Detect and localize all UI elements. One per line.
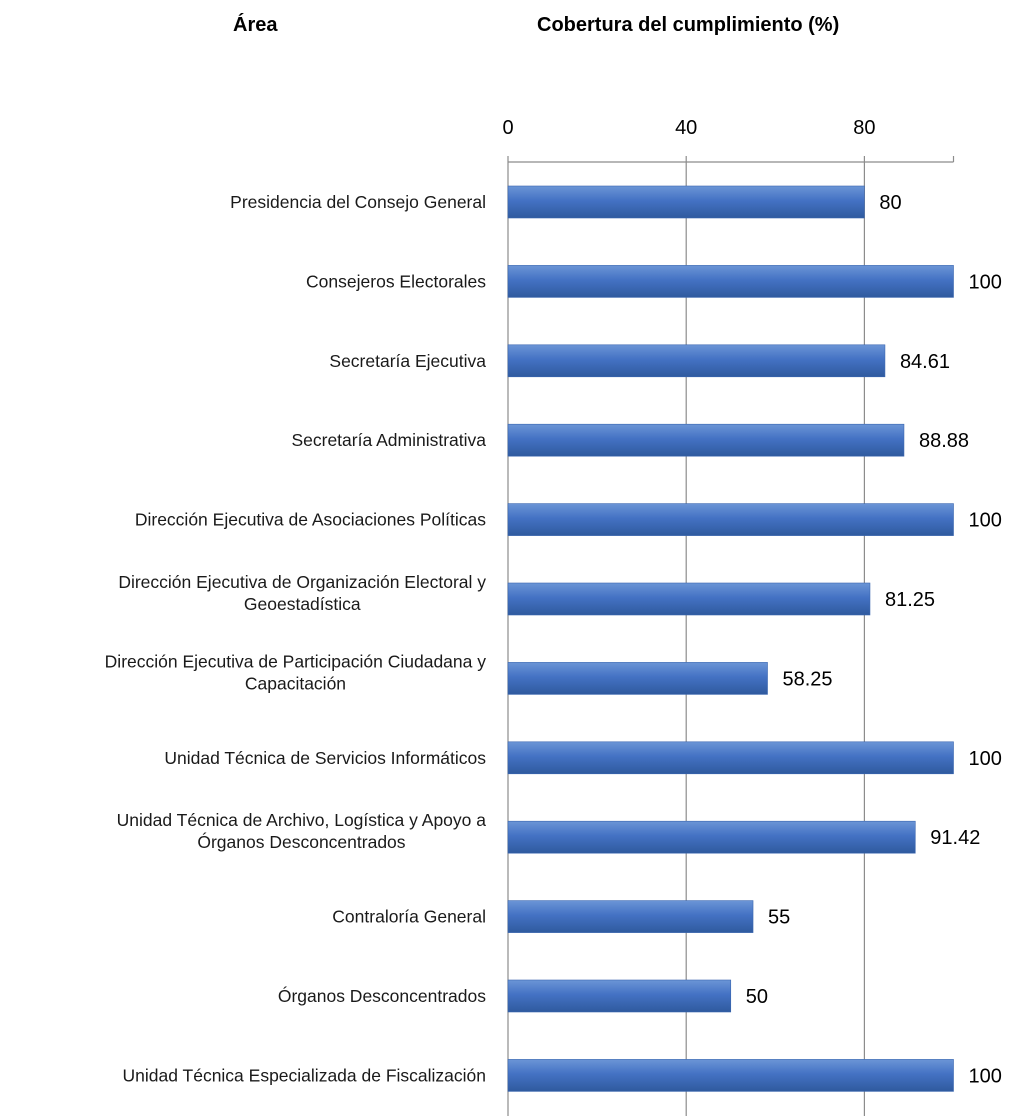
value-label: 80 (879, 192, 901, 214)
bar (507, 662, 768, 695)
bar (507, 979, 732, 1013)
value-label: 100 (969, 271, 1002, 293)
value-label: 100 (969, 1065, 1002, 1087)
value-label: 91.42 (930, 827, 980, 849)
x-tick-label: 0 (502, 117, 513, 139)
category-label: Unidad Técnica de Servicios Informáticos (164, 748, 486, 768)
bar (507, 265, 954, 298)
value-label: 88.88 (919, 430, 969, 452)
bar (507, 423, 905, 457)
coverage-column-header: Cobertura del cumplimiento (%) (537, 14, 840, 36)
bar (507, 344, 886, 378)
category-label: Unidad Técnica de Archivo, Logística y A… (117, 810, 487, 830)
bar (507, 185, 865, 219)
bar (507, 582, 871, 616)
category-label: Geoestadística (244, 594, 361, 614)
label-layer: 0 40 80 80 Presidencia del Consejo General 10… (105, 117, 1002, 1087)
category-label: Órganos Desconcentrados (278, 985, 486, 1006)
category-label: Secretaría Ejecutiva (329, 351, 486, 371)
bar (507, 741, 954, 775)
bar (507, 503, 954, 536)
category-label: Capacitación (245, 673, 346, 693)
bar (507, 900, 754, 933)
grid-layer (507, 156, 955, 1116)
value-label: 100 (969, 510, 1002, 532)
value-label: 55 (768, 907, 790, 929)
x-tick-label: 40 (675, 117, 697, 139)
bar (507, 820, 916, 854)
value-label: 58.25 (783, 668, 833, 690)
category-label: Contraloría General (332, 907, 486, 927)
category-label: Unidad Técnica Especializada de Fiscaliz… (123, 1065, 486, 1085)
value-label: 50 (746, 986, 768, 1008)
category-label: Dirección Ejecutiva de Asociaciones Polí… (135, 510, 486, 530)
category-label: Consejeros Electorales (306, 271, 486, 291)
area-column-header: Área (233, 14, 278, 36)
category-label: Secretaría Administrativa (291, 430, 486, 450)
category-label: Dirección Ejecutiva de Organización Elec… (118, 572, 486, 592)
bar (507, 1059, 954, 1092)
x-tick-label: 80 (853, 117, 875, 139)
value-label: 100 (969, 748, 1002, 770)
value-label: 84.61 (900, 351, 950, 373)
value-label: 81.25 (885, 589, 935, 611)
bar-layer (507, 185, 954, 1092)
category-label: Presidencia del Consejo General (230, 192, 486, 212)
category-label: Órganos Desconcentrados (197, 831, 405, 852)
category-label: Dirección Ejecutiva de Participación Ciu… (105, 651, 487, 671)
